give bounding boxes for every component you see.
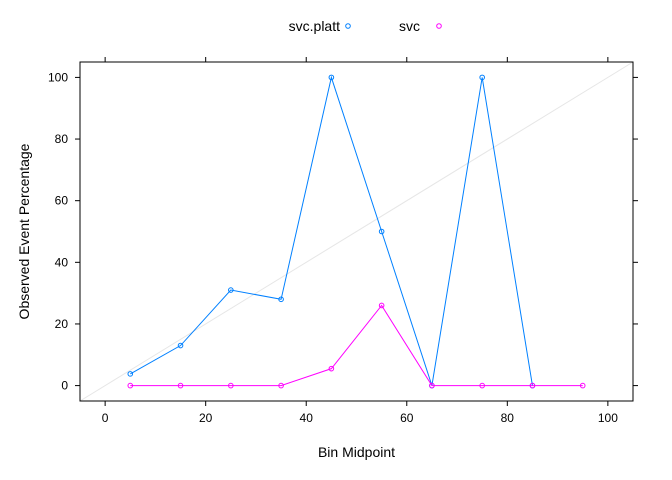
y-tick-label: 60 — [55, 194, 69, 208]
y-axis-label: Observed Event Percentage — [16, 143, 32, 319]
legend-symbol — [436, 23, 442, 29]
x-tick-label: 0 — [102, 411, 109, 425]
legend-label: svc — [399, 18, 420, 34]
y-axis: 0 20 40 60 80 100 — [48, 70, 638, 393]
data-point-svc-platt — [228, 287, 234, 293]
y-tick-label: 20 — [55, 317, 69, 331]
data-point-svc-platt — [278, 296, 284, 303]
data-point-svc — [378, 302, 385, 309]
data-point-svc-platt — [328, 74, 335, 81]
data-point-svc — [529, 382, 536, 389]
legend: svc.platt svc — [289, 18, 442, 34]
y-tick-label: 40 — [55, 255, 69, 269]
x-axis: 0 20 40 60 80 100 — [102, 57, 618, 425]
x-tick-label: 80 — [501, 411, 515, 425]
data-point-svc-platt — [479, 74, 485, 81]
data-point-svc — [429, 382, 435, 389]
data-point-svc-platt — [127, 371, 134, 377]
y-tick-label: 80 — [55, 132, 69, 146]
x-tick-label: 40 — [300, 411, 314, 425]
data-point-svc — [328, 365, 335, 372]
series-layer — [127, 74, 586, 389]
series-line-svc-platt — [130, 75, 533, 386]
reference-diagonal — [79, 61, 634, 402]
series-line-svc — [130, 304, 583, 387]
data-point-svc-platt — [378, 228, 385, 235]
reference-line — [79, 61, 634, 402]
x-tick-label: 20 — [199, 411, 213, 425]
data-point-svc — [177, 382, 184, 389]
data-point-svc — [278, 382, 284, 389]
x-tick-label: 100 — [598, 411, 618, 425]
data-point-svc — [228, 382, 234, 389]
y-tick-label: 0 — [61, 379, 68, 393]
legend-symbol — [345, 23, 351, 29]
x-tick-label: 60 — [400, 411, 414, 425]
data-point-svc — [579, 382, 586, 389]
plot-frame — [79, 61, 634, 402]
data-point-svc — [479, 382, 485, 389]
data-point-svc — [127, 382, 134, 389]
legend-label: svc.platt — [289, 18, 340, 34]
x-axis-label: Bin Midpoint — [318, 444, 395, 460]
y-tick-label: 100 — [48, 70, 68, 84]
data-point-svc-platt — [177, 342, 184, 349]
